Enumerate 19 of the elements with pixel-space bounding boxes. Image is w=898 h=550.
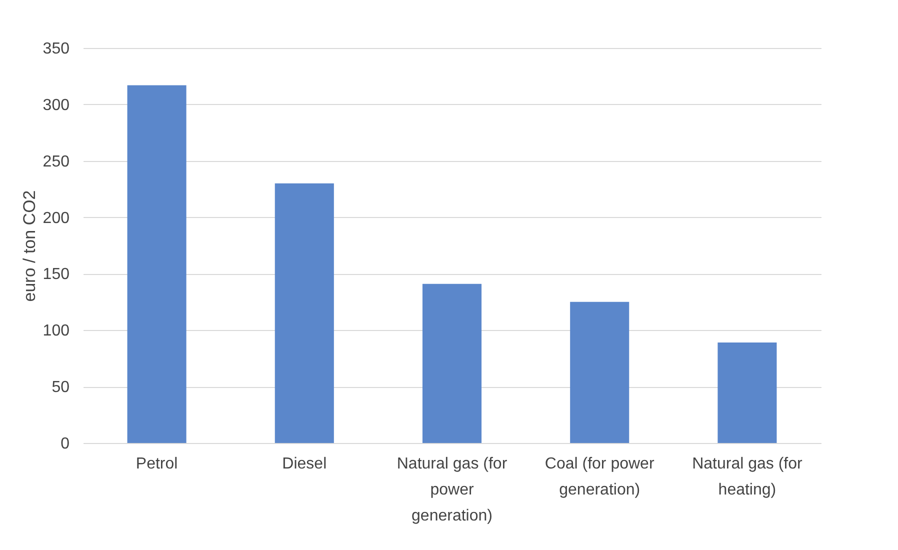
y-tick-label: 150 [42,266,70,284]
x-tick-label: Diesel [282,456,327,472]
y-tick-label: 100 [42,322,70,340]
bar [127,85,186,443]
x-tick-label: Coal (for power generation) [544,456,655,498]
y-tick-label: 250 [42,153,70,170]
bar [570,302,630,443]
y-tick-label: 50 [52,379,70,396]
y-axis-title: euro / ton CO2 [20,190,39,302]
x-tick-label: Petrol [136,456,178,472]
bar [274,183,334,443]
y-tick-label: 200 [42,210,70,227]
y-tick-label: 0 [60,436,70,452]
y-tick-label: 300 [42,96,70,114]
y-tick-label: 350 [42,40,70,58]
x-tick-label: Natural gas (for heating) [692,456,804,498]
bar [718,342,777,443]
bar [422,284,482,443]
x-tick-label: Natural gas (for power generation) [396,456,508,524]
